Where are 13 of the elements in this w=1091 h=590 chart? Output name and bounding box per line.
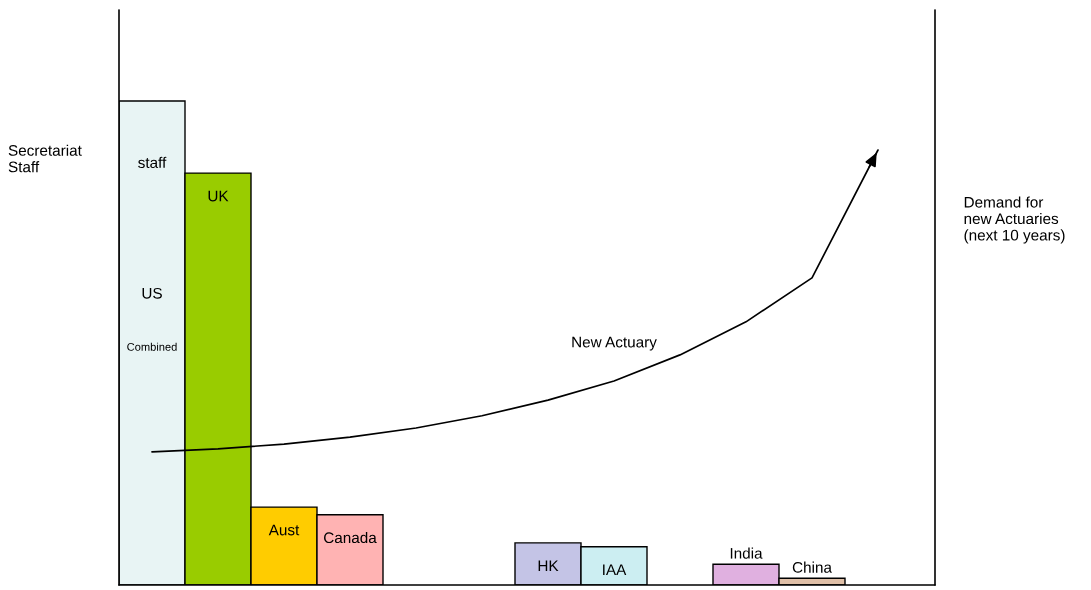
x-tick-label: US [142, 287, 162, 299]
y2-axis-title: Demand for new Actuaries (next 10 years) [964, 196, 1065, 244]
x-tick-label: HK [538, 560, 559, 572]
x-tick-label: China [792, 561, 832, 573]
annotation: staff [138, 156, 167, 169]
y-axis-title: Secretariat Staff [8, 144, 82, 173]
annotation: Combined [127, 342, 177, 351]
x-tick-label: India [730, 547, 763, 559]
x-tick-label: Aust [268, 524, 300, 536]
x-tick-label: UK [208, 190, 229, 202]
x-tick-label: IAA [603, 564, 627, 575]
x-tick-label: Canada [324, 531, 377, 544]
series-label: New Actuary [572, 336, 657, 351]
